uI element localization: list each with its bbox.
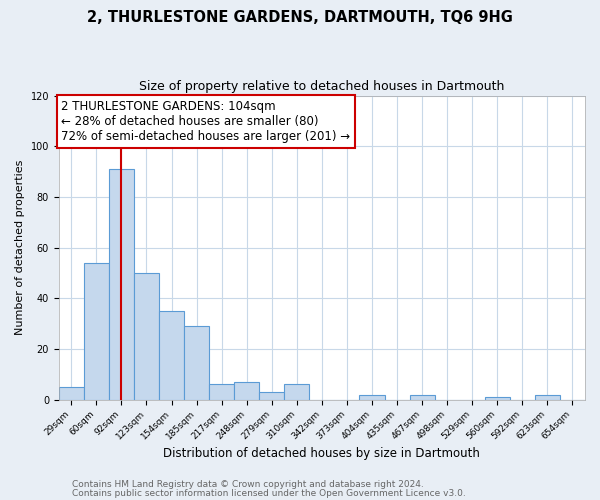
Text: Contains public sector information licensed under the Open Government Licence v3: Contains public sector information licen… <box>72 488 466 498</box>
Bar <box>159 311 184 400</box>
Bar <box>134 273 159 400</box>
Bar <box>535 394 560 400</box>
Bar <box>284 384 310 400</box>
Bar <box>259 392 284 400</box>
Text: Contains HM Land Registry data © Crown copyright and database right 2024.: Contains HM Land Registry data © Crown c… <box>72 480 424 489</box>
Text: 2 THURLESTONE GARDENS: 104sqm
← 28% of detached houses are smaller (80)
72% of s: 2 THURLESTONE GARDENS: 104sqm ← 28% of d… <box>61 100 350 143</box>
Bar <box>84 263 109 400</box>
Title: Size of property relative to detached houses in Dartmouth: Size of property relative to detached ho… <box>139 80 505 93</box>
Bar <box>234 382 259 400</box>
Bar <box>485 397 510 400</box>
Bar <box>59 387 84 400</box>
Bar <box>410 394 434 400</box>
Bar <box>184 326 209 400</box>
Y-axis label: Number of detached properties: Number of detached properties <box>15 160 25 336</box>
Text: 2, THURLESTONE GARDENS, DARTMOUTH, TQ6 9HG: 2, THURLESTONE GARDENS, DARTMOUTH, TQ6 9… <box>87 10 513 25</box>
X-axis label: Distribution of detached houses by size in Dartmouth: Distribution of detached houses by size … <box>163 447 481 460</box>
Bar <box>109 169 134 400</box>
Bar <box>359 394 385 400</box>
Bar <box>209 384 234 400</box>
